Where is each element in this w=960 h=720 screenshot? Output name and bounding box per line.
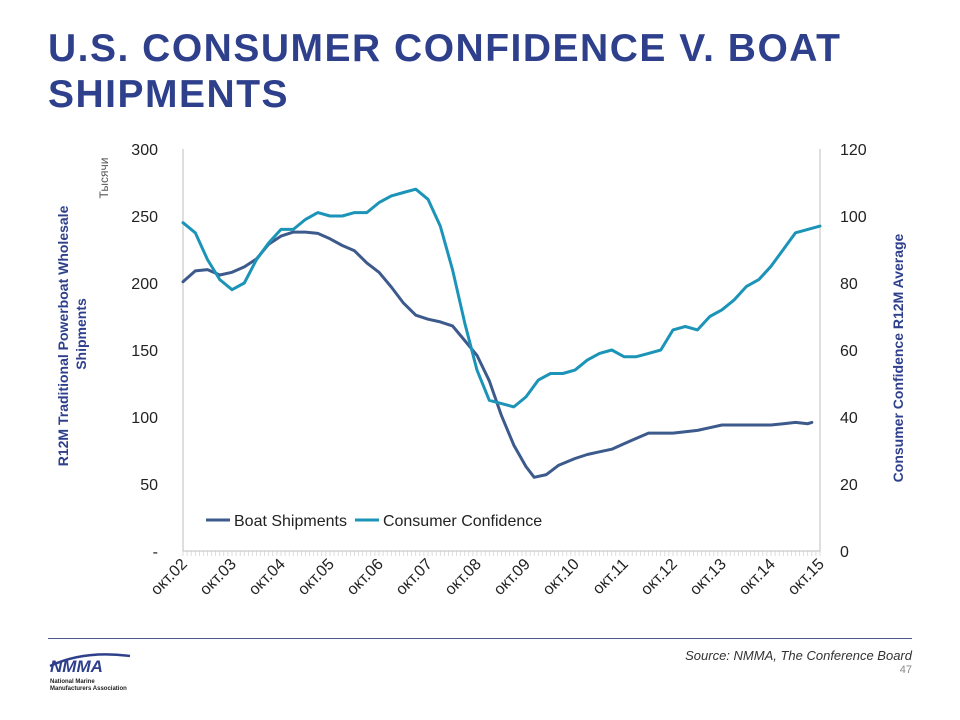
x-tick-label: окт.14 [736, 556, 779, 599]
x-tick-label: окт.05 [295, 556, 338, 599]
x-tick-label: окт.07 [393, 556, 436, 599]
right-tick-label: 120 [840, 142, 867, 159]
y-unit-label: Тысячи [97, 158, 111, 199]
right-tick-label: 0 [840, 544, 849, 561]
left-tick-label: 150 [131, 343, 158, 360]
series-line-consumer-confidence [181, 187, 822, 409]
legend-label-consumer-confidence: Consumer Confidence [383, 513, 542, 530]
x-tick-label: окт.08 [442, 556, 485, 599]
x-axis-ticks: окт.02 окт.03 окт.04 окт.05 окт.06 окт.07 окт.… [148, 556, 828, 599]
logo-swoosh [49, 653, 131, 668]
logo-subtitle-line-1: National Marine [50, 679, 95, 685]
left-axis-title: R12M Traditional Powerboat Wholesale Shi… [55, 202, 89, 467]
x-tick-label: окт.15 [785, 556, 828, 599]
x-tick-label: окт.13 [687, 556, 730, 599]
right-tick-label: 80 [840, 276, 858, 293]
right-tick-label: 40 [840, 410, 858, 427]
x-tick-label: окт.04 [246, 556, 289, 599]
x-tick-label: окт.11 [590, 556, 632, 598]
left-tick-label: 250 [131, 209, 158, 226]
left-axis-title-line-1: R12M Traditional Powerboat Wholesale [55, 205, 71, 466]
left-tick-label: 300 [131, 142, 158, 159]
x-tick-label: окт.03 [197, 556, 240, 599]
left-tick-label: 200 [131, 276, 158, 293]
right-tick-label: 100 [840, 209, 867, 226]
right-tick-label: 60 [840, 343, 858, 360]
legend-label-boat-shipments: Boat Shipments [234, 513, 347, 530]
x-tick-label: окт.10 [540, 556, 583, 599]
x-tick-label: окт.09 [491, 556, 534, 599]
left-tick-label: 100 [131, 410, 158, 427]
x-tick-label: окт.12 [638, 556, 681, 599]
left-tick-label: 50 [140, 477, 158, 494]
page-number: 47 [899, 664, 912, 676]
nmma-logo: NMMA National Marine Manufacturers Assoc… [49, 653, 131, 692]
left-tick-label: - [153, 544, 158, 561]
x-tick-label: окт.06 [344, 556, 387, 599]
right-axis-ticks: 0 20 40 60 80 100 120 [840, 142, 867, 561]
series-line-boat-shipments [181, 230, 814, 479]
plot-frame [182, 149, 821, 556]
left-axis-ticks: - 50 100 150 200 250 300 [131, 142, 158, 561]
left-axis-title-line-2: Shipments [73, 298, 89, 370]
logo-subtitle-line-2: Manufacturers Association [50, 686, 127, 692]
footer-divider [48, 638, 912, 639]
chart-legend: Boat Shipments Consumer Confidence [206, 513, 542, 530]
logo-wordmark: NMMA [50, 657, 103, 676]
source-note: Source: NMMA, The Conference Board [685, 648, 912, 663]
chart: - 50 100 150 200 250 300 0 20 40 60 80 100 120 окт.0… [55, 142, 906, 599]
slide-title: U.S. CONSUMER CONFIDENCE V. BOAT SHIPMEN… [48, 27, 842, 116]
x-tick-label: окт.02 [148, 556, 191, 599]
right-tick-label: 20 [840, 477, 858, 494]
right-axis-title: Consumer Confidence R12M Average [890, 233, 906, 482]
series-layer [181, 187, 822, 479]
